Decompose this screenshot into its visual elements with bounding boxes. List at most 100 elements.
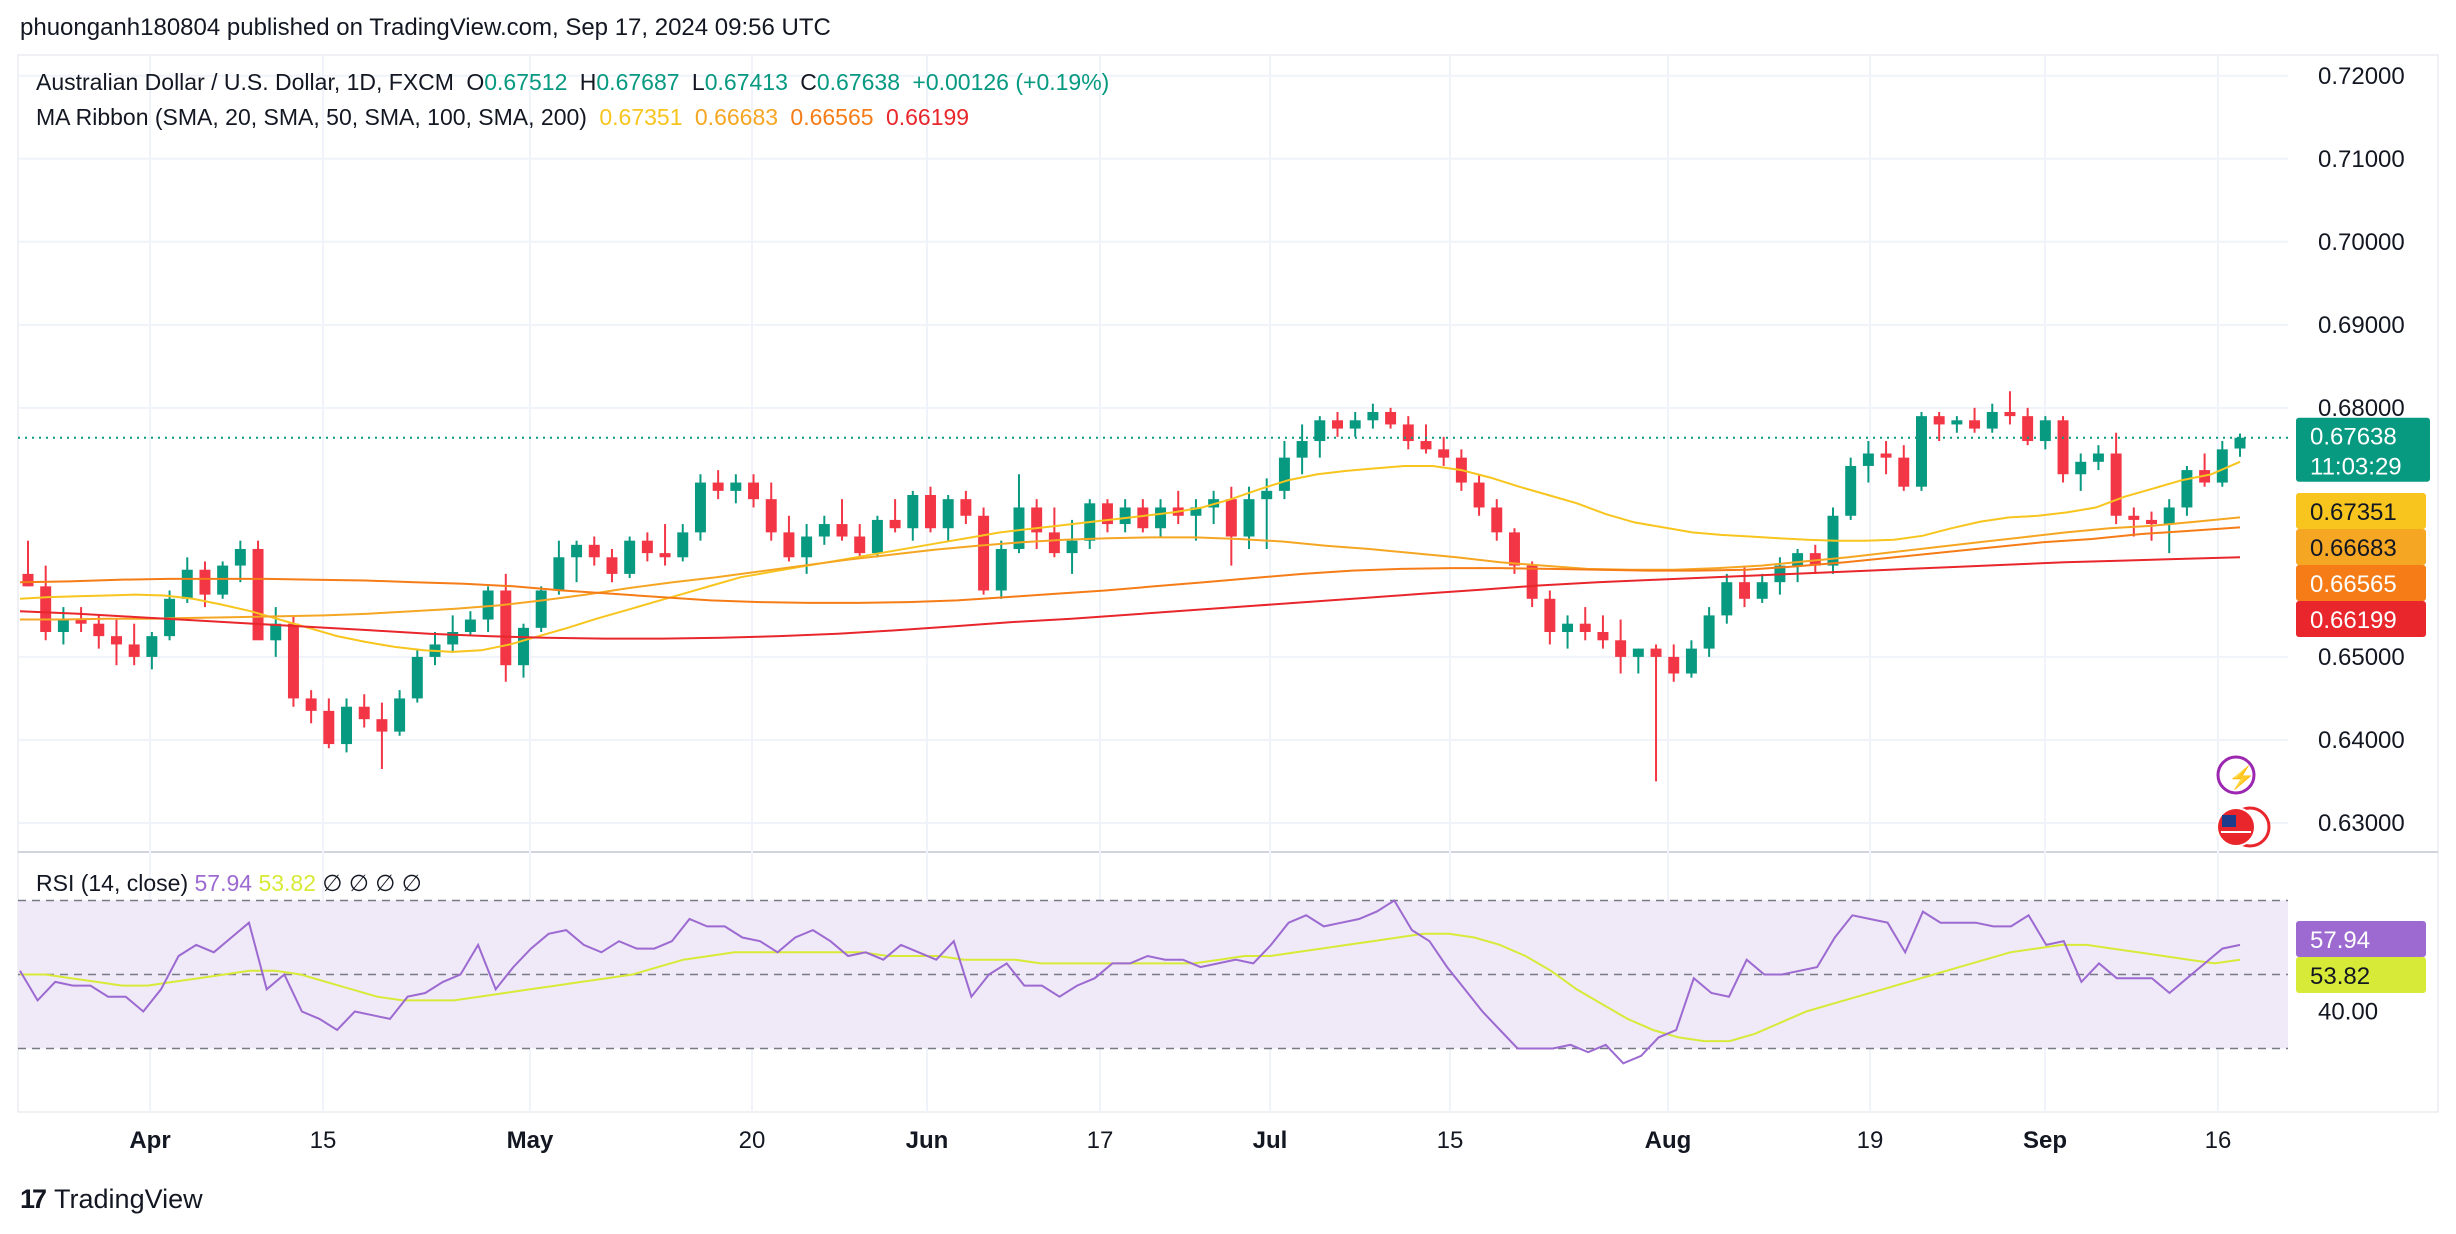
candle-body — [1190, 507, 1202, 516]
candle-body — [2022, 416, 2034, 442]
candle-body — [1508, 532, 1520, 566]
y-tick-label: 0.71000 — [2318, 146, 2405, 173]
candle-body — [1119, 507, 1131, 525]
footer-brand[interactable]: 17 TradingView — [20, 1184, 203, 1215]
candle-body — [22, 573, 34, 587]
candle-body — [1332, 420, 1343, 429]
candle-body — [624, 540, 636, 574]
candle-body — [1915, 416, 1927, 487]
candle-body — [1809, 553, 1821, 566]
ma-ribbon-legend: MA Ribbon (SMA, 20, SMA, 50, SMA, 100, S… — [36, 104, 975, 131]
candle-body — [93, 623, 105, 637]
last-price-badge-text: 0.67638 — [2310, 424, 2397, 451]
y-tick-label: 0.65000 — [2318, 644, 2405, 671]
ma200-badge-bg — [2296, 601, 2426, 637]
rsi-legend: RSI (14, close) 57.94 53.82 ∅ ∅ ∅ ∅ — [36, 870, 422, 897]
candle-body — [1792, 553, 1804, 566]
candle-body — [1048, 532, 1060, 554]
candle-body — [765, 499, 777, 533]
candle-body — [1296, 441, 1308, 458]
ma-line-3 — [19, 526, 2241, 604]
x-tick-label: 20 — [739, 1127, 766, 1154]
candle-body — [1845, 465, 1857, 516]
x-tick-label: 19 — [1857, 1127, 1884, 1154]
high-value: 0.67687 — [596, 69, 680, 95]
x-tick-label: May — [507, 1127, 554, 1154]
candle-body — [606, 557, 618, 574]
rsi-line — [19, 899, 2241, 1065]
candle-body — [1013, 507, 1025, 549]
lightning-icon — [2216, 755, 2256, 795]
rsi-ma-value: 53.82 — [258, 870, 317, 896]
candle-body — [1703, 615, 1715, 649]
candle-body — [1349, 420, 1361, 429]
rsi-badge-bg — [2296, 921, 2426, 957]
candle-body — [1579, 623, 1591, 632]
candle-body — [571, 544, 583, 558]
rsi-badge-text: 57.94 — [2310, 927, 2370, 954]
candle-body — [801, 536, 813, 558]
candle-body — [871, 519, 883, 554]
candle-body — [2039, 420, 2051, 442]
tradingview-logo-icon: 17 — [20, 1184, 47, 1214]
candle-body — [1933, 416, 1945, 425]
ma100-value: 0.66565 — [790, 104, 874, 130]
candle-body — [1632, 648, 1644, 657]
candle-body — [217, 565, 229, 595]
candle-body — [1385, 411, 1397, 425]
candle-body — [2092, 453, 2104, 462]
candle-body — [1880, 453, 1892, 458]
tradingview-brand: TradingView — [54, 1184, 203, 1214]
candle-body — [748, 482, 760, 500]
candle-body — [482, 590, 494, 620]
symbol-title: Australian Dollar / U.S. Dollar, 1D, FXC… — [36, 69, 454, 95]
candle-body — [518, 627, 529, 666]
candle-body — [854, 536, 866, 554]
candle-body — [270, 623, 282, 641]
y-tick-label: 0.68000 — [2318, 395, 2405, 422]
lightning-icon-glyph: ⚡ — [2228, 765, 2255, 791]
candle-body — [1243, 499, 1255, 537]
na-value-1: ∅ — [322, 870, 343, 896]
candle-body — [1402, 424, 1414, 442]
candle-body — [1278, 457, 1290, 491]
candle-body — [1225, 499, 1237, 537]
candle-body — [1721, 582, 1733, 616]
ma200-badge-text: 0.66199 — [2310, 607, 2397, 634]
candle-body — [1101, 503, 1113, 525]
last-price-badge-text: 11:03:29 — [2310, 454, 2402, 481]
ma20-value: 0.67351 — [599, 104, 683, 130]
na-value-3: ∅ — [375, 870, 396, 896]
candle-body — [694, 482, 706, 533]
x-tick-label: 16 — [2205, 1127, 2232, 1154]
candle-body — [1261, 490, 1273, 500]
y-tick-label: 0.70000 — [2318, 229, 2405, 256]
candle-body — [305, 698, 317, 711]
open-label: O — [466, 69, 485, 95]
candle-body — [252, 548, 264, 641]
candle-body — [1756, 582, 1768, 599]
ma50-value: 0.66683 — [694, 104, 779, 130]
x-tick-label: 15 — [1437, 1127, 1464, 1154]
candle-body — [659, 553, 671, 558]
candle-body — [942, 499, 954, 529]
candle-body — [2216, 449, 2228, 483]
ma100-badge-text: 0.66565 — [2310, 571, 2397, 598]
close-value: 0.67638 — [816, 69, 901, 95]
candle-body — [730, 482, 742, 491]
candle-body — [1066, 540, 1078, 554]
candle-body — [2075, 461, 2087, 475]
candle-body — [1155, 507, 1167, 529]
candle-body — [535, 590, 547, 628]
candle-body — [712, 482, 724, 491]
last-price-badge-bg — [2296, 417, 2430, 482]
candle-body — [1898, 457, 1910, 487]
candle-body — [1862, 453, 1874, 466]
x-tick-label: Jun — [906, 1127, 949, 1154]
y-tick-label: 0.72000 — [2318, 63, 2405, 90]
candle-body — [500, 590, 512, 666]
x-tick-label: Sep — [2023, 1127, 2067, 1154]
candle-body — [40, 586, 52, 632]
open-value: 0.67512 — [484, 69, 568, 95]
